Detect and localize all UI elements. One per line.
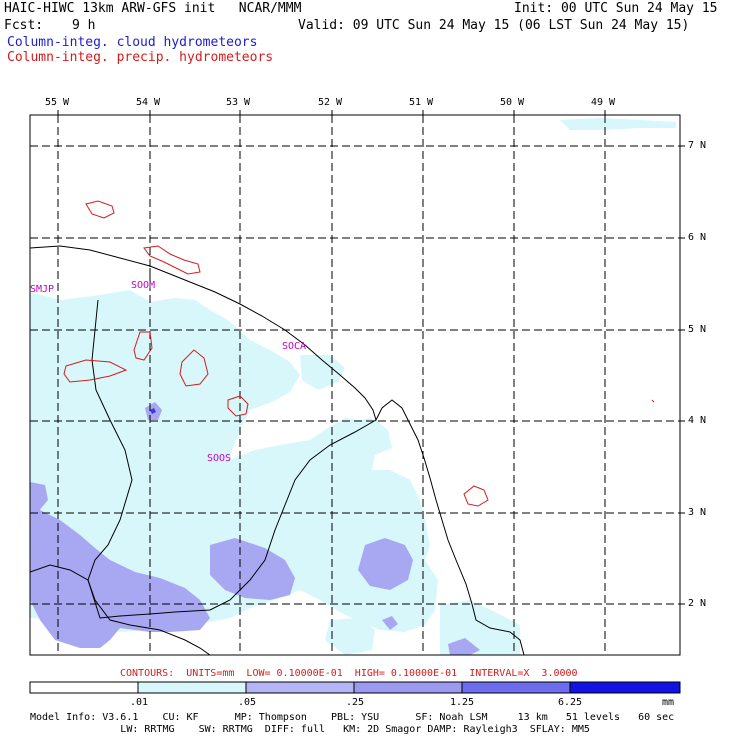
cloud-mid-fill — [30, 402, 480, 655]
colorbar-tick: 6.25 — [558, 697, 583, 708]
lon-label: 53 W — [226, 97, 251, 108]
lat-label: 4 N — [688, 415, 707, 426]
valid-time: Valid: 09 UTC Sun 24 May 15 (06 LST Sun … — [298, 18, 690, 33]
legend-precip: Column-integ. precip. hydrometeors — [7, 50, 274, 65]
station-label: SMJP — [30, 284, 55, 295]
colorbar-tick: .01 — [130, 697, 149, 708]
colorbar-unit: mm — [662, 697, 675, 708]
lat-label: 3 N — [688, 507, 707, 518]
grid-lines — [30, 115, 680, 655]
precip-contours — [63, 200, 655, 507]
plot-frame — [29, 114, 681, 656]
station-label: SOOM — [131, 280, 156, 291]
init-time: Init: 00 UTC Sun 24 May 15 — [514, 1, 718, 16]
lat-label: 6 N — [688, 232, 707, 243]
colorbar-tick: .05 — [238, 697, 257, 708]
colorbar-tick: .25 — [346, 697, 365, 708]
lat-label: 5 N — [688, 324, 707, 335]
legend-cloud: Column-integ. cloud hydrometeors — [7, 35, 258, 50]
station-label: SOCA — [282, 341, 307, 352]
coastline — [30, 245, 525, 655]
contours-info: CONTOURS: UNITS=mm LOW= 0.10000E-01 HIGH… — [120, 668, 578, 679]
model-info-line1: Model Info: V3.6.1 CU: KF MP: Thompson P… — [30, 712, 675, 723]
lon-label: 52 W — [318, 97, 343, 108]
lon-label: 49 W — [591, 97, 616, 108]
colorbar — [29, 681, 681, 694]
model-info-line2: LW: RRTMG SW: RRTMG DIFF: full KM: 2D Sm… — [30, 724, 590, 735]
lon-label: 54 W — [136, 97, 161, 108]
forecast-hour: 9 h — [72, 18, 96, 33]
lon-label: 55 W — [45, 97, 70, 108]
cloud-dark-fill — [150, 408, 156, 414]
station-label: SOOS — [207, 453, 232, 464]
lon-label: 51 W — [409, 97, 434, 108]
lat-label: 7 N — [688, 140, 707, 151]
forecast-label: Fcst: — [4, 18, 44, 33]
colorbar-tick: 1.25 — [450, 697, 475, 708]
lat-label: 2 N — [688, 598, 707, 609]
lon-label: 50 W — [500, 97, 525, 108]
title-left: HAIC-HIWC 13km ARW-GFS init NCAR/MMM — [4, 1, 302, 16]
country-borders — [30, 268, 377, 655]
